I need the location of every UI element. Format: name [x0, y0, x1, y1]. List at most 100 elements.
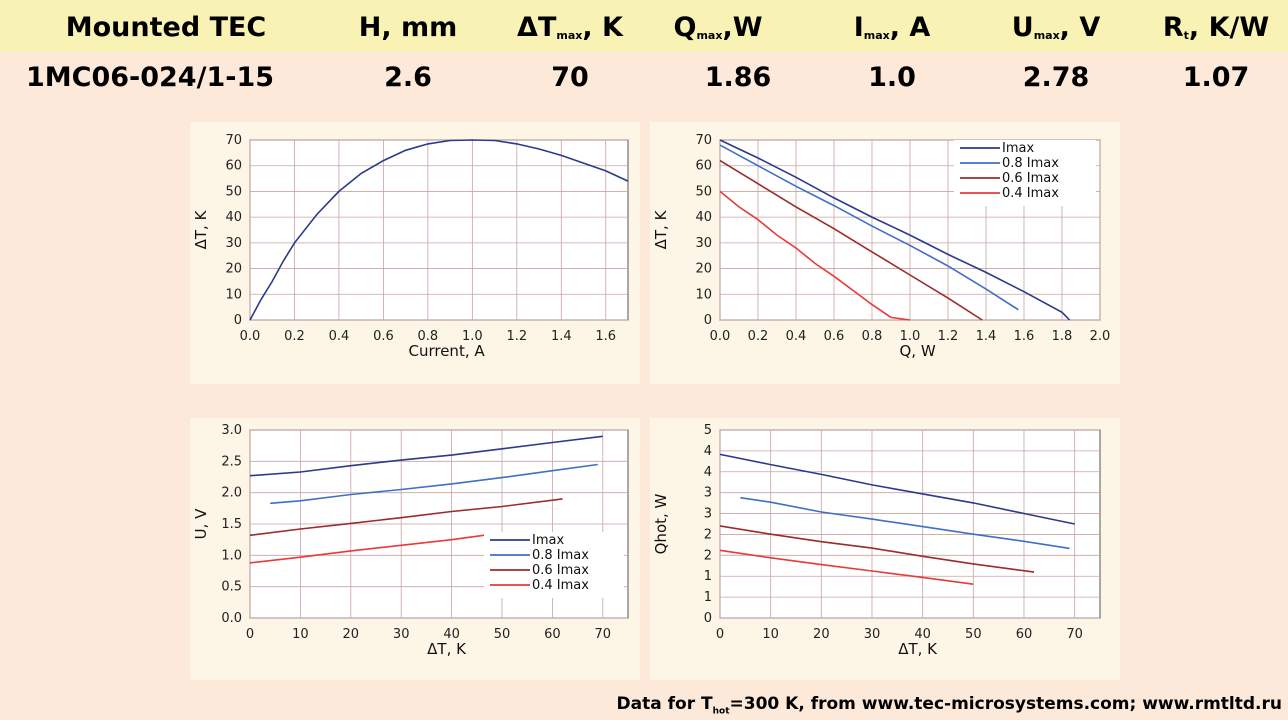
y-tick-label: 20 [225, 262, 242, 277]
x-tick-label: 30 [393, 627, 410, 642]
x-tick-label: 1.4 [551, 329, 572, 344]
cell-umax: 2.78 [1022, 62, 1090, 93]
col-header-model: Mounted TEC [65, 12, 267, 43]
y-tick-label: 0 [704, 313, 712, 328]
y-tick-label: 0 [704, 611, 712, 626]
legend-entry: 0.8 Imax [1002, 156, 1059, 171]
series-line-04-Imax [249, 532, 503, 564]
col-header-qmax: Qmax,W [673, 12, 763, 43]
series-line-04-Imax [719, 190, 911, 321]
y-tick-label: 10 [225, 287, 242, 302]
cell-qmax: 1.86 [704, 62, 772, 93]
legend-entry: 0.8 Imax [532, 548, 589, 563]
legend-entry: Imax [1002, 141, 1034, 156]
y-tick-label: 0 [234, 313, 242, 328]
series-line-08-Imax [740, 496, 1070, 550]
series-line-08-Imax [270, 463, 598, 505]
y-tick-label: 70 [695, 133, 712, 148]
y-tick-label: 3 [704, 486, 712, 501]
cell-rt: 1.07 [1182, 62, 1250, 93]
x-tick-label: 1.4 [976, 329, 997, 344]
col-header-imax: Imax, A [853, 12, 931, 43]
plot-area [249, 139, 629, 321]
y-tick-label: 30 [225, 236, 242, 251]
x-axis-label: ΔT, K [427, 640, 467, 658]
chart-dt-vs-q: 0.0 0.2 0.4 0.6 0.8 1.0 1.2 1.4 1.6 1.8 2.0 0 10 20 30… [652, 133, 1111, 360]
y-tick-label: 2 [704, 548, 712, 563]
x-tick-label: 0 [246, 627, 254, 642]
y-tick-label: 2.0 [221, 486, 242, 501]
x-tick-label: 1.8 [1052, 329, 1073, 344]
y-tick-label: 0.5 [221, 580, 242, 595]
x-tick-label: 60 [544, 627, 561, 642]
y-tick-label: 1 [704, 590, 712, 605]
y-tick-label: 40 [695, 210, 712, 225]
col-header-height: H, mm [358, 12, 458, 43]
x-tick-label: 0.2 [284, 329, 305, 344]
x-tick-label: 70 [1066, 627, 1083, 642]
col-header-umax: Umax, V [1011, 12, 1101, 43]
legend-entry: 0.6 Imax [532, 563, 589, 578]
series-line-06-Imax [719, 525, 1035, 573]
x-tick-label: 0.8 [418, 329, 439, 344]
y-tick-label: 40 [225, 210, 242, 225]
cell-model: 1MC06-024/1-15 [25, 62, 275, 93]
x-tick-label: 0.4 [329, 329, 350, 344]
series-line-06-Imax [719, 159, 983, 321]
cell-height: 2.6 [384, 62, 432, 93]
x-tick-label: 60 [1016, 627, 1033, 642]
x-axis-label: Current, A [408, 342, 485, 360]
legend-entry: 0.4 Imax [1002, 186, 1059, 201]
col-header-rt: Rt, K/W [1162, 12, 1270, 43]
y-tick-label: 4 [704, 444, 712, 459]
x-tick-label: 0.2 [748, 329, 769, 344]
chart-panel-dt-vs-current: 0.0 0.2 0.4 0.6 0.8 1.0 1.2 1.4 1.6 0 10 20 30 40 50 60… [190, 122, 640, 384]
y-tick-label: 60 [695, 159, 712, 174]
legend-box [954, 140, 1096, 206]
y-tick-label: 1.0 [221, 548, 242, 563]
y-tick-label: 60 [225, 159, 242, 174]
cell-imax: 1.0 [868, 62, 916, 93]
y-tick-label: 20 [695, 262, 712, 277]
y-tick-label: 50 [225, 184, 242, 199]
series-line-Imax [719, 139, 1071, 321]
x-tick-label: 20 [813, 627, 830, 642]
x-tick-label: 1.6 [1014, 329, 1035, 344]
series-line-08-Imax [719, 144, 1019, 311]
chart-u-vs-dt: 0 10 20 30 40 50 60 70 0.0 0.5 1.0 1.5 2.0 2.5 3.0 ΔT, … [192, 423, 629, 658]
x-tick-label: 0.6 [373, 329, 394, 344]
series-line-imax [249, 139, 629, 321]
x-tick-label: 0.8 [862, 329, 883, 344]
x-tick-label: 2.0 [1090, 329, 1111, 344]
x-tick-label: 0.4 [786, 329, 807, 344]
x-tick-label: 50 [494, 627, 511, 642]
cell-dtmax: 70 [551, 62, 589, 93]
y-tick-label: 30 [695, 236, 712, 251]
chart-dt-vs-current: 0.0 0.2 0.4 0.6 0.8 1.0 1.2 1.4 1.6 0 10 20 30 40 50 60… [192, 133, 629, 360]
x-tick-label: 10 [292, 627, 309, 642]
col-header-dtmax: ΔTmax, K [517, 12, 623, 43]
x-tick-label: 1.0 [900, 329, 921, 344]
legend-box [484, 532, 624, 598]
x-tick-label: 0.6 [824, 329, 845, 344]
y-tick-label: 1 [704, 569, 712, 584]
chart-qhot-vs-dt: 0 10 20 30 40 50 60 70 0 1 1 2 2 3 3 4 4 5 ΔT, K Qhot, W [652, 423, 1101, 658]
x-tick-label: 1.2 [938, 329, 959, 344]
y-tick-label: 0.0 [221, 611, 242, 626]
series-line-06-Imax [249, 498, 563, 537]
series-line-Imax [249, 435, 603, 477]
chart-panel-qhot-vs-dt: 0 10 20 30 40 50 60 70 0 1 1 2 2 3 3 4 4 5 ΔT, K Qhot, W [650, 418, 1120, 680]
y-axis-label: Qhot, W [652, 493, 670, 554]
x-tick-label: 1.2 [506, 329, 527, 344]
series-line-Imax [719, 453, 1075, 525]
series-line-04-Imax [719, 549, 974, 585]
chart-panel-dt-vs-q: 0.0 0.2 0.4 0.6 0.8 1.0 1.2 1.4 1.6 1.8 2.0 0 10 20 30… [650, 122, 1120, 384]
legend-entry: 0.6 Imax [1002, 171, 1059, 186]
x-tick-label: 1.0 [462, 329, 483, 344]
y-tick-label: 2.5 [221, 454, 242, 469]
x-tick-label: 30 [864, 627, 881, 642]
chart-panel-u-vs-dt: 0 10 20 30 40 50 60 70 0.0 0.5 1.0 1.5 2.0 2.5 3.0 ΔT, … [190, 418, 640, 680]
x-tick-label: 10 [762, 627, 779, 642]
x-tick-label: 40 [443, 627, 460, 642]
x-axis-label: Q, W [900, 342, 936, 360]
